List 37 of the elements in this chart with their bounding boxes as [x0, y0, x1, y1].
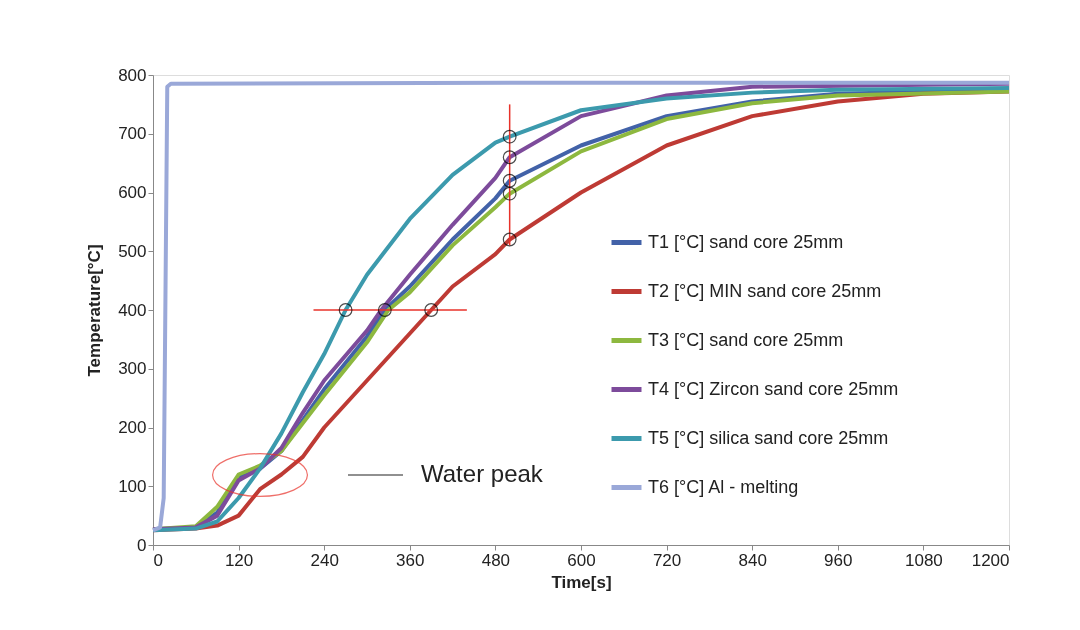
x-tick-label: 120: [224, 550, 254, 570]
y-tick-label: 200: [118, 418, 147, 437]
point: [502, 129, 517, 144]
y-tick-label: 800: [118, 65, 147, 85]
y-tick-label: 300: [118, 359, 147, 379]
y-axis-title: Temperature[°C]: [85, 244, 105, 377]
point: [502, 232, 517, 247]
x-tick-label: 240: [310, 550, 339, 570]
x-tick-label: 840: [738, 550, 767, 570]
legend-label: T6 [°C] Al - melting: [648, 476, 799, 497]
x-tick-label: 960: [824, 550, 853, 570]
legend-label: T4 [°C] Zircon sand core 25mm: [648, 378, 899, 399]
y-tick-label: 100: [118, 476, 147, 496]
legend-label: T3 [°C] sand core 25mm: [648, 329, 844, 350]
x-tick-label: 720: [652, 550, 682, 570]
point: [338, 303, 353, 317]
y-tick-label: 400: [118, 300, 147, 320]
x-axis-title: Time[s]: [551, 572, 612, 592]
legend-label: T2 [°C] MIN sand core 25mm: [648, 280, 882, 301]
y-tick-label: 500: [118, 241, 147, 261]
x-tick-label: 1080: [904, 550, 943, 570]
y-tick-label: 0: [137, 535, 147, 555]
point: [502, 150, 517, 165]
x-tick-label: 1200: [971, 550, 1010, 570]
x-tick-label: 360: [396, 550, 425, 570]
y-tick-label: 700: [118, 124, 147, 144]
legend-label: T1 [°C] sand core 25mm: [648, 231, 844, 252]
annotation: Water peak: [421, 460, 544, 487]
point: [502, 186, 517, 201]
y-tick-label: 600: [118, 183, 147, 202]
point: [424, 303, 439, 317]
x-tick-label: 600: [567, 550, 596, 570]
point: [377, 303, 392, 317]
x-tick-label: 480: [481, 550, 511, 570]
legend-label: T5 [°C] silica sand core 25mm: [648, 427, 889, 448]
x-tick-label: 0: [153, 550, 163, 570]
point: [502, 173, 517, 188]
